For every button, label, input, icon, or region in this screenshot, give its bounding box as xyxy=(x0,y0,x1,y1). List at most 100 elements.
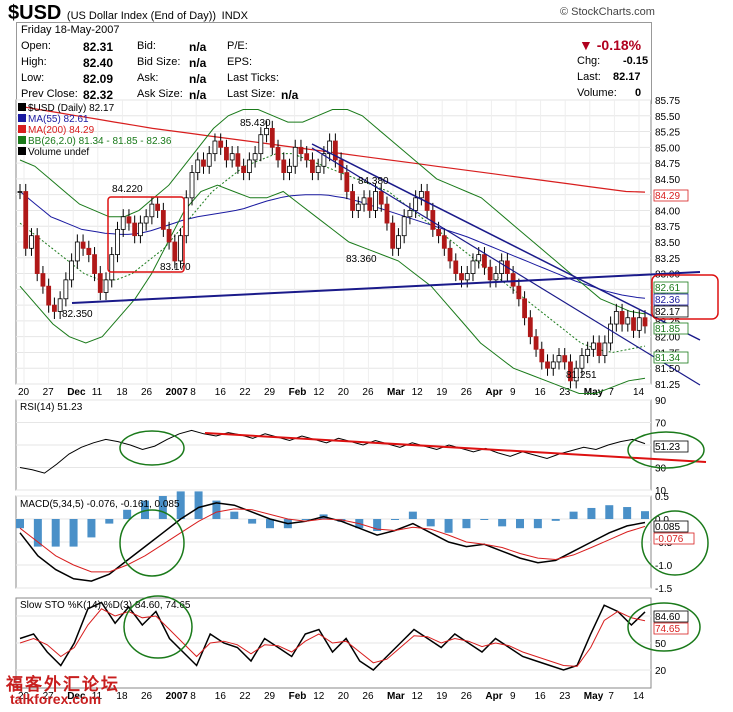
candle-body-32 xyxy=(201,159,206,167)
price-legend-2: MA(200) 84.29 xyxy=(28,125,95,136)
candle-body-98 xyxy=(579,355,585,369)
candle-body-106 xyxy=(625,317,631,325)
sto-k-line xyxy=(19,601,646,671)
volume-label: Volume: xyxy=(577,87,617,99)
price-legend-0: $USD (Daily) 82.17 xyxy=(28,103,115,114)
macd-hist-8 xyxy=(158,496,167,519)
price-legend-swatch-2 xyxy=(18,125,26,133)
description: (US Dollar Index (End of Day)) xyxy=(66,10,217,22)
quote-l1-2: Low: xyxy=(21,72,45,84)
candle-body-20 xyxy=(132,222,138,237)
candle-body-62 xyxy=(373,191,378,211)
sto-x-label-12: 12 xyxy=(313,691,325,702)
candle-body-11 xyxy=(80,241,86,249)
last-value: 82.17 xyxy=(613,71,641,83)
sto-x-label-9: 22 xyxy=(239,691,251,702)
candle-body-0 xyxy=(17,191,23,193)
annotation-2: 83.170 xyxy=(160,262,191,273)
candle-body-109 xyxy=(642,317,648,327)
price-tick-17: 81.50 xyxy=(655,364,680,375)
x-label-12: 12 xyxy=(313,387,325,398)
candle-body-25 xyxy=(160,210,166,230)
candle-body-22 xyxy=(143,216,149,224)
sto-x-label-24: 7 xyxy=(608,691,614,702)
quote-v1-1: 82.40 xyxy=(83,56,114,70)
candle-body-101 xyxy=(596,342,602,357)
candle-body-19 xyxy=(126,216,132,224)
label-bb-lower: 81.34 xyxy=(655,353,680,364)
price-legend-swatch-1 xyxy=(18,114,26,122)
last-label: Last: xyxy=(577,71,601,83)
candle-body-88 xyxy=(522,298,527,319)
candle-body-92 xyxy=(545,361,550,369)
label-close: 82.17 xyxy=(655,307,680,318)
sto-x-label-13: 20 xyxy=(338,691,350,702)
macd-hist-13 xyxy=(248,519,257,524)
sto-x-label-15: Mar xyxy=(387,691,405,702)
candle-body-78 xyxy=(464,273,470,281)
candle-body-81 xyxy=(482,254,487,268)
sto-x-label-10: 29 xyxy=(264,691,276,702)
candle-body-99 xyxy=(585,348,591,356)
candle-body-95 xyxy=(562,355,568,363)
price-legend-4: Volume undef xyxy=(28,147,89,158)
x-label-21: 16 xyxy=(535,387,547,398)
rsi-circle-1 xyxy=(119,430,185,466)
sto-tick-1: 50 xyxy=(655,639,667,650)
candle-body-55 xyxy=(332,140,338,161)
candle-body-104 xyxy=(613,311,619,325)
x-label-19: Apr xyxy=(485,387,502,398)
candle-body-80 xyxy=(476,254,482,262)
price-legend-swatch-3 xyxy=(18,136,26,144)
label-ma55-box xyxy=(653,293,689,306)
rsi-last-label-box xyxy=(653,440,689,453)
macd-last-0-box xyxy=(653,520,689,533)
down-arrow-icon: ▼ xyxy=(579,37,593,53)
price-legend-swatch-4 xyxy=(18,147,26,155)
quote-v2-2: n/a xyxy=(189,72,207,86)
macd-tick-1: 0.0 xyxy=(655,515,669,526)
candle-body-51 xyxy=(310,159,315,173)
candle-body-49 xyxy=(298,146,304,155)
macd-tick-0: 0.5 xyxy=(655,492,669,503)
quote-l3-1: EPS: xyxy=(227,56,253,68)
sto-x-label-18: 26 xyxy=(461,691,473,702)
sto-x-label-2: Dec xyxy=(67,691,86,702)
sto-x-label-8: 16 xyxy=(215,691,227,702)
sto-d-line xyxy=(19,608,646,667)
candle-body-37 xyxy=(229,153,235,161)
macd-hist-20 xyxy=(373,519,382,531)
macd-signal-line xyxy=(19,508,646,573)
macd-hist-29 xyxy=(533,519,542,529)
sto-circle-1 xyxy=(123,595,193,659)
candle-body-107 xyxy=(631,317,636,331)
quote-l2-3: Ask Size: xyxy=(137,88,183,100)
sto-x-label-21: 16 xyxy=(535,691,547,702)
price-tick-10: 83.25 xyxy=(655,254,680,265)
candle-body-39 xyxy=(241,165,247,173)
candle-body-72 xyxy=(430,210,436,230)
quote-l2-2: Ask: xyxy=(137,72,159,84)
sto-x-label-16: 12 xyxy=(412,691,424,702)
ma55-line xyxy=(19,191,646,299)
x-label-23: May xyxy=(584,387,604,398)
resistance-trendline-1 xyxy=(311,143,701,341)
price-tick-5: 84.50 xyxy=(655,175,680,186)
candle-body-84 xyxy=(499,260,505,274)
macd-hist-7 xyxy=(141,500,149,519)
resistance-trendline-2 xyxy=(311,147,701,386)
candle-body-28 xyxy=(178,235,183,262)
macd-hist-21 xyxy=(391,519,399,520)
brand-link[interactable]: © StockCharts.com xyxy=(560,6,655,18)
sto-x-label-3: 11 xyxy=(92,691,103,702)
candle-body-91 xyxy=(539,348,545,363)
annotation-4: 83.360 xyxy=(346,254,377,265)
candle-body-100 xyxy=(590,342,596,350)
annotation-0: 85.430 xyxy=(240,118,271,129)
quote-l3-0: P/E: xyxy=(227,40,248,52)
quote-v1-3: 82.32 xyxy=(83,88,114,102)
price-tick-0: 85.75 xyxy=(655,96,680,107)
bb-mid-line xyxy=(19,153,646,353)
x-label-1: 27 xyxy=(43,387,55,398)
candle-body-76 xyxy=(453,260,459,274)
